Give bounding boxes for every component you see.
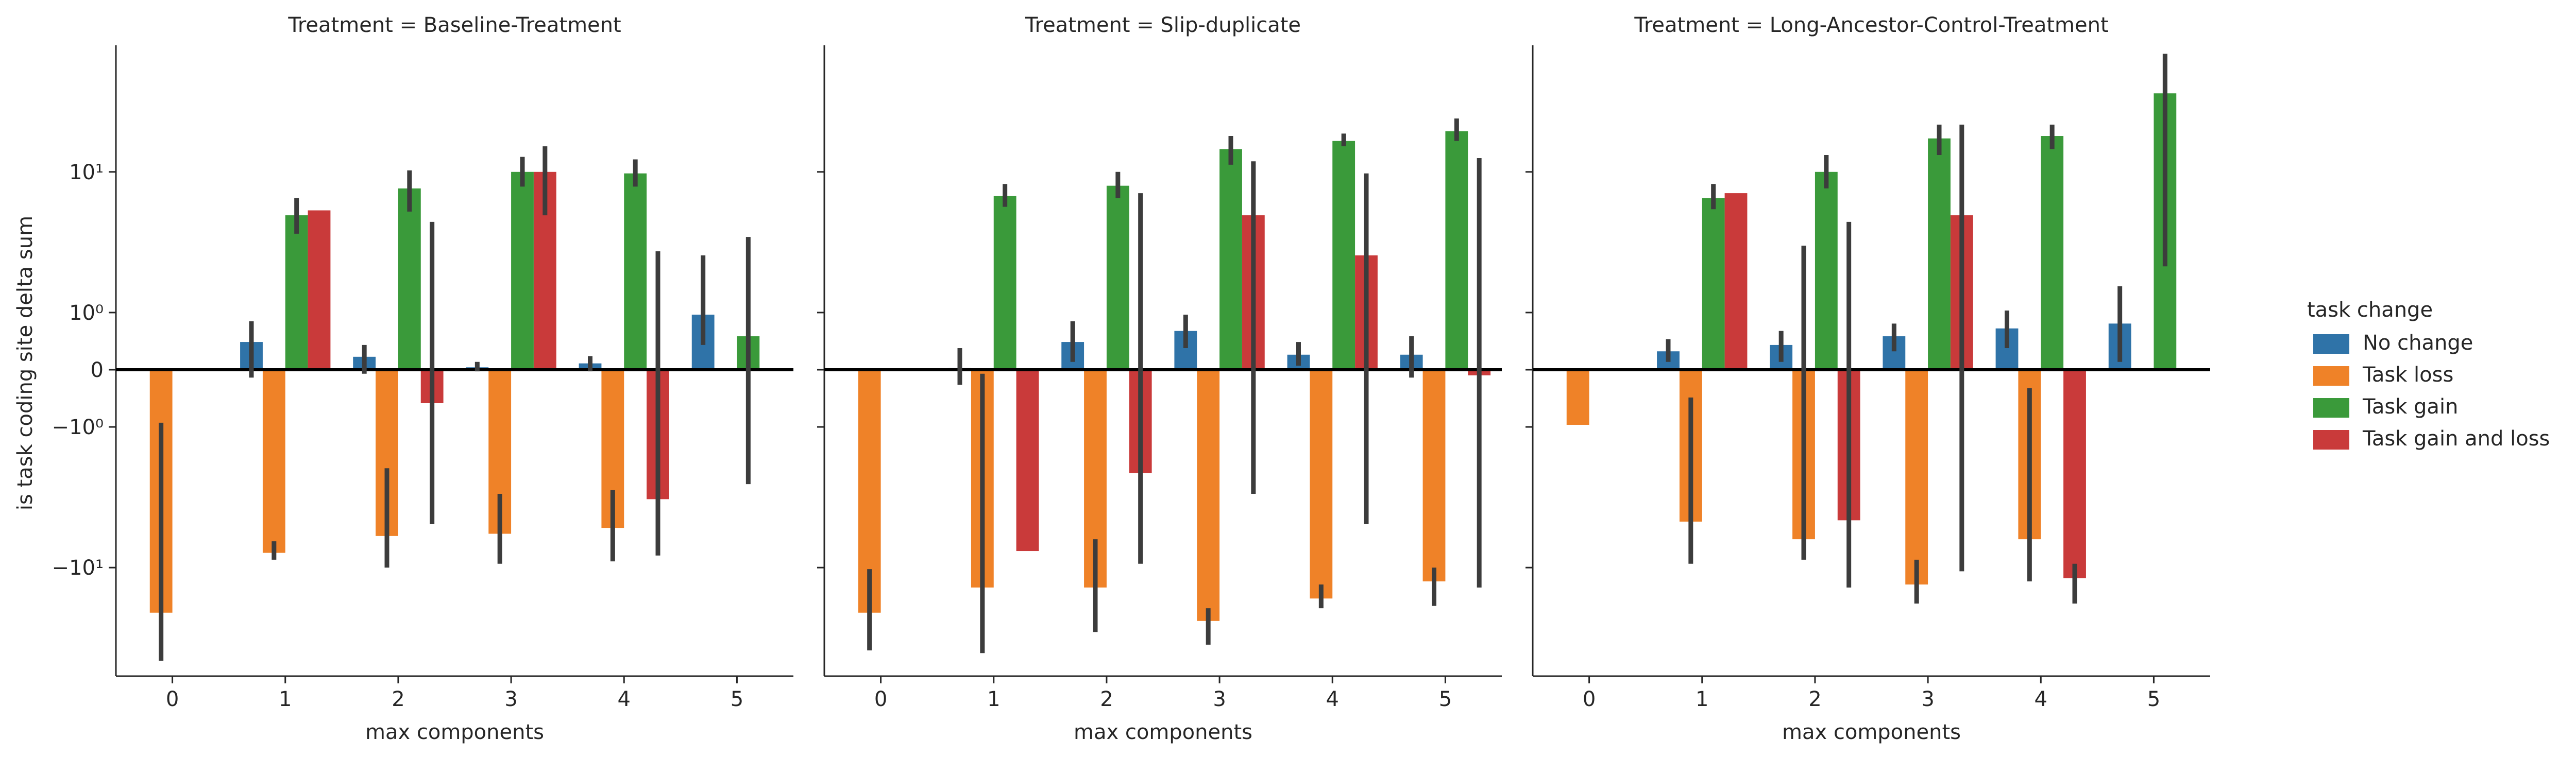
bar-task-gain-3	[1928, 138, 1951, 370]
x-tick-label: 3	[504, 687, 517, 711]
x-tick-label: 0	[166, 687, 179, 711]
x-tick-label: 5	[2147, 687, 2160, 711]
legend-item-task-gain: Task gain	[2313, 395, 2458, 419]
legend-item-no-change: No change	[2313, 331, 2473, 355]
legend-swatch	[2313, 398, 2349, 418]
bar-task-gain-and-loss-1	[308, 210, 331, 370]
legend-swatch	[2313, 430, 2349, 450]
panel-3: Treatment = Long-Ancestor-Control-Treatm…	[1526, 13, 2210, 744]
bar-task-gain-2	[398, 188, 421, 370]
bar-task-gain-and-loss-1	[1724, 193, 1748, 370]
legend-title: task change	[2307, 298, 2433, 322]
x-tick-label: 2	[1100, 687, 1113, 711]
panel-1: Treatment = Baseline-Treatment 10¹ 10⁰ 0 −10…	[52, 13, 793, 744]
legend-swatch	[2313, 366, 2349, 386]
bar-task-gain-5	[1445, 131, 1468, 370]
error-bars	[159, 146, 751, 661]
bar-task-loss-1	[262, 369, 285, 553]
bar-task-gain-and-loss-1	[1016, 369, 1039, 552]
bar-task-gain-1	[285, 215, 308, 370]
x-tick-label: 1	[279, 687, 292, 711]
x-tick-label: 4	[1326, 687, 1339, 711]
panel-title: Treatment = Long-Ancestor-Control-Treatm…	[1634, 13, 2108, 37]
x-tick-label: 2	[1808, 687, 1821, 711]
bar-task-gain-and-loss-4	[2063, 369, 2086, 578]
y-tick-label: 10¹	[69, 161, 104, 184]
x-tick-label: 5	[1439, 687, 1452, 711]
legend-item-task-gain-and-loss: Task gain and loss	[2313, 427, 2550, 451]
legend-swatch	[2313, 334, 2349, 354]
panel-title: Treatment = Baseline-Treatment	[287, 13, 621, 37]
x-tick-label: 4	[2035, 687, 2047, 711]
bar-task-loss-0	[1566, 369, 1589, 425]
x-tick-label: 0	[1583, 687, 1596, 711]
panel-2: Treatment = Slip-duplicate 0 1 2 3 4 5 max comp…	[817, 13, 1502, 744]
bar-task-gain-3	[511, 171, 534, 370]
bar-task-gain-2	[1106, 185, 1129, 370]
bars	[858, 131, 1491, 621]
x-tick-label: 1	[987, 687, 1000, 711]
legend-items: No change Task loss Task gain Task gain and…	[2313, 331, 2550, 451]
legend-item-task-loss: Task loss	[2313, 363, 2453, 387]
error-bars	[867, 118, 1482, 653]
legend: task change No change Task loss Task gain T…	[2307, 298, 2550, 451]
bar-task-gain-3	[1219, 149, 1242, 370]
bar-task-gain-4	[2041, 136, 2064, 370]
bar-task-gain-2	[1815, 171, 1838, 370]
x-tick-label: 0	[874, 687, 887, 711]
x-tick-label: 3	[1921, 687, 1934, 711]
error-bars	[1666, 54, 2167, 604]
bars	[1566, 93, 2177, 585]
x-axis-label: max components	[365, 720, 544, 744]
bar-task-gain-1	[993, 196, 1016, 370]
x-tick-label: 1	[1696, 687, 1708, 711]
bar-task-gain-4	[1332, 141, 1355, 370]
facet-panels: Treatment = Baseline-Treatment 10¹ 10⁰ 0 −10…	[52, 13, 2210, 744]
legend-label: Task gain	[2362, 395, 2458, 419]
bar-task-gain-4	[624, 173, 647, 370]
legend-label: No change	[2363, 331, 2473, 355]
legend-label: Task gain and loss	[2362, 427, 2550, 451]
bars	[149, 171, 760, 613]
y-tick-label: 0	[91, 358, 104, 382]
legend-label: Task loss	[2362, 363, 2453, 387]
bar-task-gain-1	[1702, 198, 1725, 370]
y-tick-label: 10⁰	[69, 301, 104, 325]
bar-task-loss-3	[1197, 369, 1220, 621]
bar-task-loss-3	[1905, 369, 1928, 585]
x-tick-label: 5	[731, 687, 743, 711]
y-axis-label: is task coding site delta sum	[13, 216, 37, 510]
x-axis-label: max components	[1074, 720, 1252, 744]
x-axis-label: max components	[1782, 720, 1961, 744]
y-tick-label: −10¹	[52, 556, 104, 580]
bar-task-loss-5	[1422, 369, 1446, 581]
bar-task-loss-4	[1310, 369, 1333, 599]
y-tick-label: −10⁰	[52, 416, 104, 439]
x-tick-label: 4	[618, 687, 631, 711]
x-tick-label: 2	[392, 687, 404, 711]
x-tick-label: 3	[1213, 687, 1226, 711]
panel-title: Treatment = Slip-duplicate	[1025, 13, 1301, 37]
